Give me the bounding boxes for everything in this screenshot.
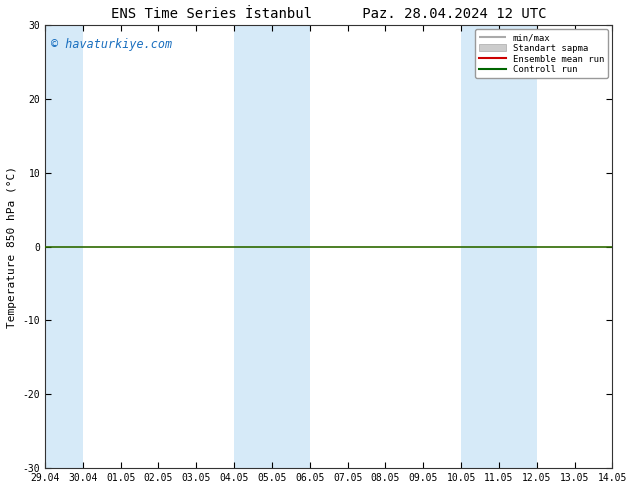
Bar bbox=[461, 25, 537, 468]
Y-axis label: Temperature 850 hPa (°C): Temperature 850 hPa (°C) bbox=[7, 166, 17, 327]
Title: ENS Time Series İstanbul      Paz. 28.04.2024 12 UTC: ENS Time Series İstanbul Paz. 28.04.2024… bbox=[111, 7, 547, 21]
Bar bbox=[45, 25, 83, 468]
Bar bbox=[234, 25, 310, 468]
Text: © havaturkiye.com: © havaturkiye.com bbox=[51, 38, 172, 51]
Legend: min/max, Standart sapma, Ensemble mean run, Controll run: min/max, Standart sapma, Ensemble mean r… bbox=[475, 29, 608, 78]
